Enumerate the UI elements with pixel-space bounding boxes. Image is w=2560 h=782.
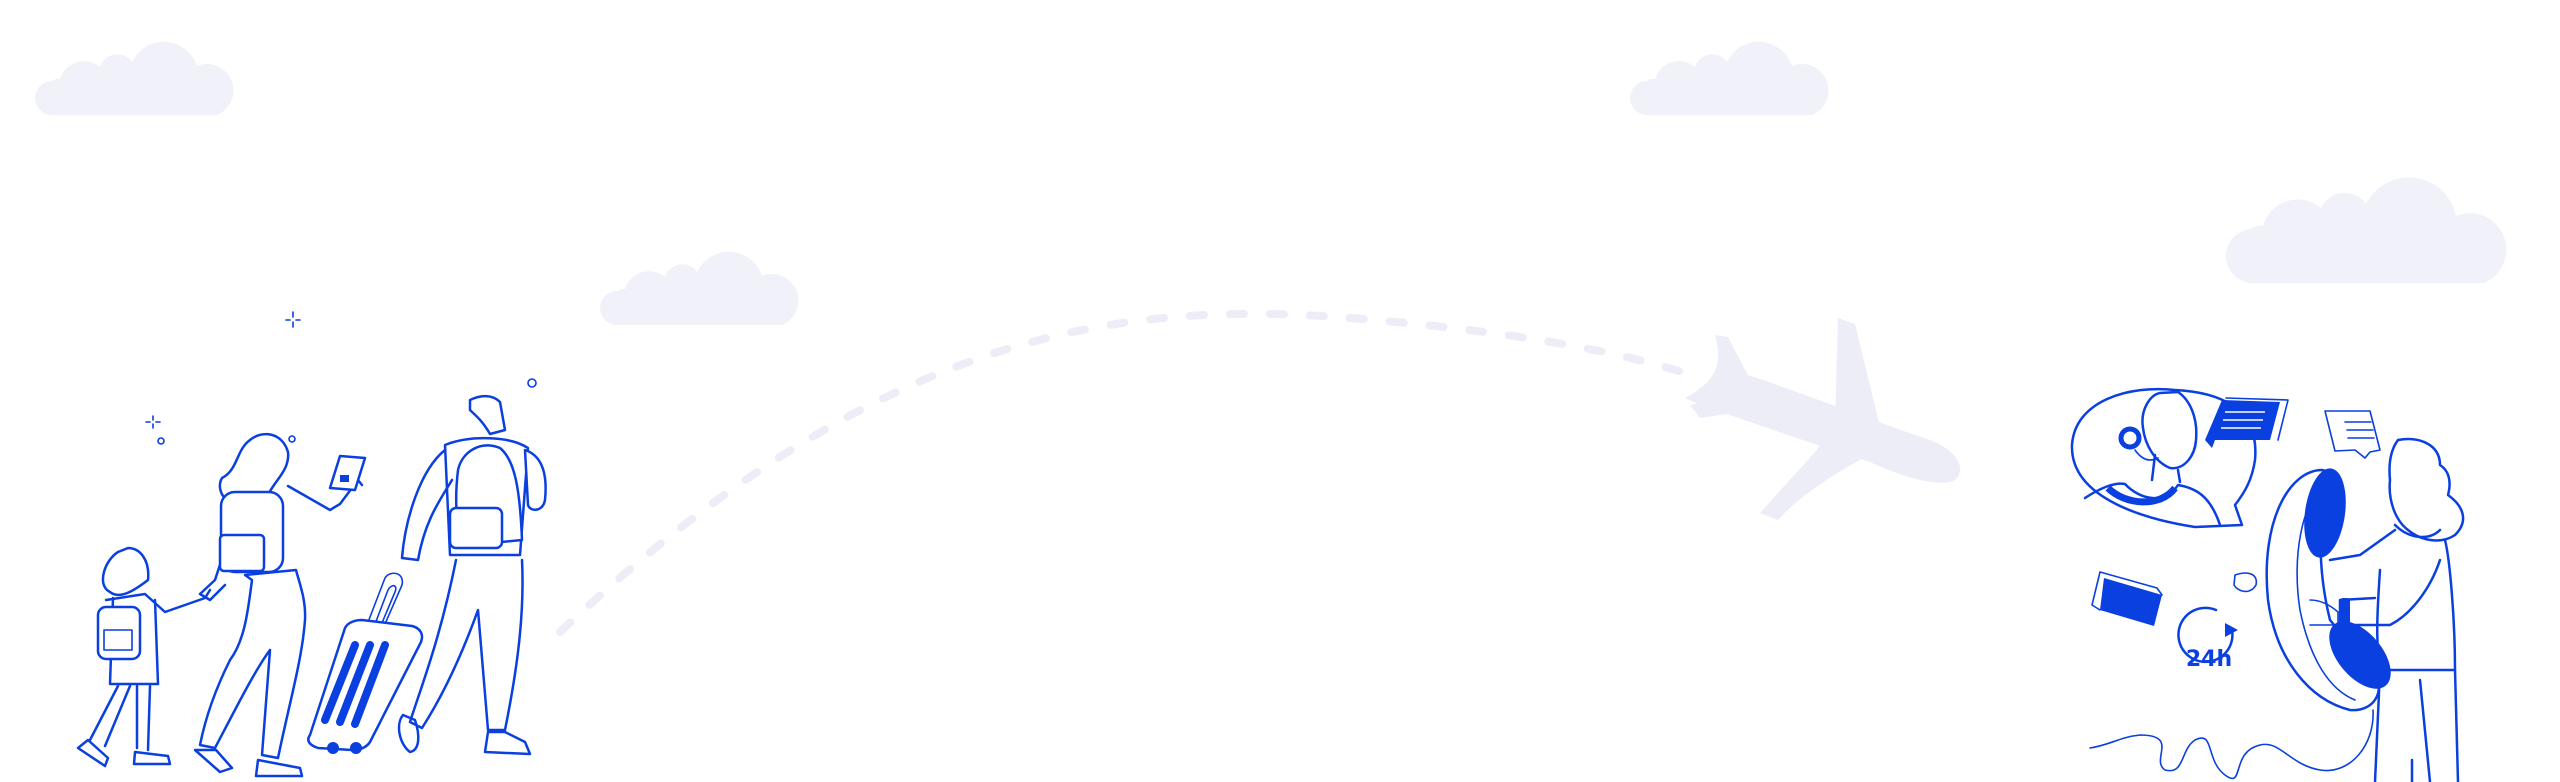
support-agent-bubble xyxy=(2070,387,2257,529)
sparkle-icon xyxy=(145,311,537,445)
book-icon xyxy=(2091,571,2163,626)
clock-rotate-arrow-icon xyxy=(2177,606,2234,664)
cloud-top-center xyxy=(1630,41,1829,116)
child-figure xyxy=(76,546,212,768)
chat-bubble-outline-icon xyxy=(2324,410,2381,459)
boarding-pass-icon xyxy=(328,454,367,492)
suitcase-icon xyxy=(307,572,424,754)
cloud-right xyxy=(2225,177,2507,284)
support-24h-badge: 24h xyxy=(2177,606,2238,672)
airplane-icon xyxy=(1685,318,1961,520)
cloud-middle xyxy=(600,251,799,325)
cloud-top-left xyxy=(35,41,234,116)
child-backpack xyxy=(96,605,142,661)
flight-path xyxy=(556,309,1704,636)
phone-handset-icon xyxy=(2089,468,2391,780)
father-figure xyxy=(397,394,547,756)
badge-label: 24h xyxy=(2186,647,2232,672)
caller-woman-figure xyxy=(2309,437,2465,782)
headset-icon xyxy=(2118,426,2142,450)
chat-bubble-filled-icon xyxy=(2205,397,2289,448)
mother-figure xyxy=(193,432,367,778)
